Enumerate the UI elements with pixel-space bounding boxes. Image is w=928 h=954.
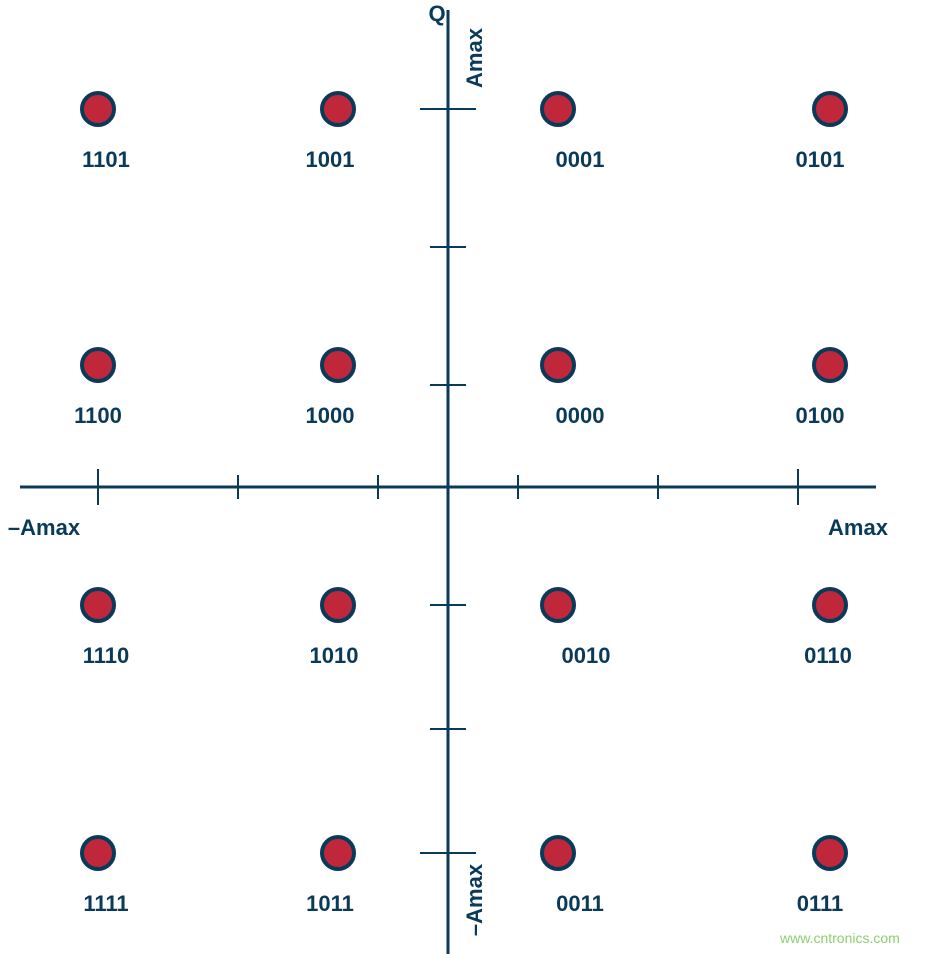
watermark: www.cntronics.com: [780, 930, 900, 946]
point-label: 1000: [306, 403, 355, 429]
point-label: 1100: [74, 403, 122, 429]
point-label: 0001: [556, 147, 605, 173]
constellation-diagram: 1101 1001 0001 0101 1100 1000 0000 0100 1110 1010…: [0, 0, 928, 954]
diagram-svg: [0, 0, 928, 954]
constellation-point: [322, 93, 354, 125]
x-axis-label-pos: Amax: [828, 515, 888, 541]
constellation-point: [814, 349, 846, 381]
constellation-point: [814, 837, 846, 869]
constellation-point: [322, 837, 354, 869]
point-label: 1010: [310, 643, 359, 669]
point-label: 1111: [83, 891, 128, 917]
constellation-point: [322, 589, 354, 621]
y-axis-label-pos: Amax: [462, 28, 488, 88]
constellation-point: [542, 589, 574, 621]
point-label: 0010: [562, 643, 611, 669]
constellation-point: [322, 349, 354, 381]
point-label: 1101: [82, 147, 130, 173]
y-axis-label-neg: –Amax: [462, 864, 488, 936]
constellation-point: [542, 837, 574, 869]
point-label: 0101: [796, 147, 845, 173]
x-axis-label-neg: –Amax: [8, 515, 80, 541]
point-label: 1001: [306, 147, 355, 173]
point-label: 0111: [797, 891, 844, 917]
constellation-point: [82, 93, 114, 125]
constellation-point: [814, 93, 846, 125]
point-label: 1110: [83, 643, 130, 669]
constellation-point: [82, 349, 114, 381]
point-label: 0110: [804, 643, 852, 669]
constellation-point: [542, 349, 574, 381]
point-label: 0011: [556, 891, 604, 917]
point-label: 0000: [556, 403, 605, 429]
point-label: 1011: [306, 891, 354, 917]
constellation-point: [542, 93, 574, 125]
constellation-point: [82, 589, 114, 621]
constellation-point: [82, 837, 114, 869]
constellation-point: [814, 589, 846, 621]
y-axis-label-q: Q: [428, 1, 445, 27]
point-label: 0100: [796, 403, 845, 429]
